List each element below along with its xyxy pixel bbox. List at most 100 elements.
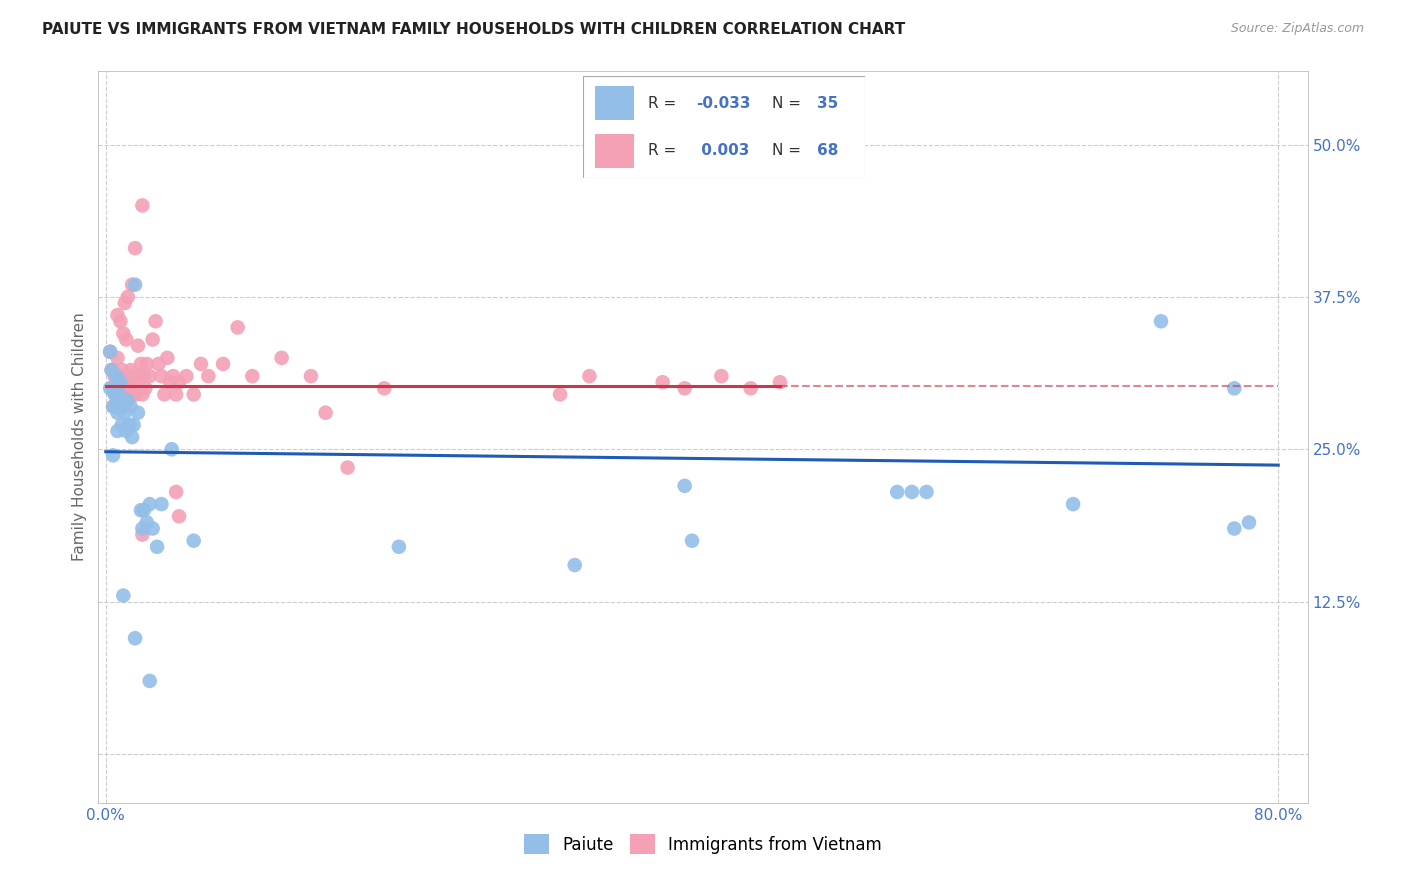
Point <box>129 357 152 371</box>
Point <box>121 387 143 401</box>
Point <box>673 381 696 395</box>
Point <box>110 400 132 414</box>
Point <box>122 369 145 384</box>
Point <box>129 503 152 517</box>
Point <box>107 424 129 438</box>
Text: 0.003: 0.003 <box>696 144 749 158</box>
Point <box>564 558 586 573</box>
Point <box>98 344 121 359</box>
Point <box>105 387 128 401</box>
Point <box>138 673 160 688</box>
Point <box>131 521 153 535</box>
Point <box>156 351 179 365</box>
Point <box>132 503 155 517</box>
Legend: Paiute, Immigrants from Vietnam: Paiute, Immigrants from Vietnam <box>517 828 889 860</box>
Point <box>548 387 571 401</box>
Point <box>105 369 128 384</box>
Point <box>915 485 938 500</box>
Point <box>112 381 135 395</box>
Point <box>197 369 219 384</box>
Point <box>107 381 129 395</box>
Point <box>124 376 146 390</box>
Point <box>135 357 157 371</box>
Point <box>120 400 142 414</box>
Point <box>100 363 122 377</box>
Point <box>315 406 337 420</box>
Point <box>117 376 139 390</box>
Point <box>117 393 139 408</box>
Point <box>681 533 703 548</box>
Point <box>118 387 141 401</box>
Point <box>710 369 733 384</box>
Text: N =: N = <box>772 144 806 158</box>
Point <box>127 406 149 420</box>
Point <box>101 400 124 414</box>
Point <box>183 533 205 548</box>
Point <box>107 351 129 365</box>
Point <box>336 460 359 475</box>
Point <box>673 479 696 493</box>
Point <box>131 527 153 541</box>
Point <box>131 387 153 401</box>
Point <box>132 369 155 384</box>
Point <box>148 357 170 371</box>
Point <box>110 314 132 328</box>
Text: R =: R = <box>648 96 682 111</box>
Point <box>117 290 139 304</box>
Text: PAIUTE VS IMMIGRANTS FROM VIETNAM FAMILY HOUSEHOLDS WITH CHILDREN CORRELATION CH: PAIUTE VS IMMIGRANTS FROM VIETNAM FAMILY… <box>42 22 905 37</box>
Point <box>162 369 184 384</box>
Point <box>98 344 121 359</box>
Point <box>101 448 124 462</box>
Point <box>153 387 176 401</box>
Point <box>124 632 146 646</box>
Point <box>112 326 135 341</box>
Point <box>240 369 263 384</box>
Point <box>299 369 322 384</box>
Point <box>183 387 205 401</box>
Point <box>121 430 143 444</box>
Point <box>101 381 124 395</box>
Point <box>103 369 125 384</box>
Point <box>142 333 165 347</box>
Text: -0.033: -0.033 <box>696 96 751 111</box>
Point <box>167 509 190 524</box>
Point <box>107 406 129 420</box>
Point <box>114 406 136 420</box>
Point <box>138 369 160 384</box>
FancyBboxPatch shape <box>583 76 865 178</box>
Point <box>388 540 411 554</box>
Point <box>165 485 187 500</box>
Point <box>124 241 146 255</box>
Point <box>165 387 187 401</box>
Point <box>1223 381 1246 395</box>
Y-axis label: Family Households with Children: Family Households with Children <box>72 313 87 561</box>
Point <box>134 381 156 395</box>
Text: N =: N = <box>772 96 806 111</box>
Point <box>159 376 181 390</box>
Point <box>1150 314 1173 328</box>
Point <box>142 521 165 535</box>
Point <box>118 417 141 432</box>
Point <box>111 363 134 377</box>
Text: 35: 35 <box>817 96 838 111</box>
Point <box>138 497 160 511</box>
Point <box>146 540 169 554</box>
Point <box>226 320 249 334</box>
Point <box>651 376 673 390</box>
Point <box>120 363 142 377</box>
Point <box>740 381 762 395</box>
Point <box>167 376 190 390</box>
Point <box>212 357 235 371</box>
Point <box>101 400 124 414</box>
Point <box>111 417 134 432</box>
Point <box>98 381 121 395</box>
Point <box>160 442 183 457</box>
Text: R =: R = <box>648 144 682 158</box>
Text: 68: 68 <box>817 144 838 158</box>
Point <box>124 277 146 292</box>
Point <box>1237 516 1260 530</box>
Point <box>108 369 131 384</box>
Point <box>122 417 145 432</box>
Point <box>100 363 122 377</box>
Point <box>107 308 129 322</box>
